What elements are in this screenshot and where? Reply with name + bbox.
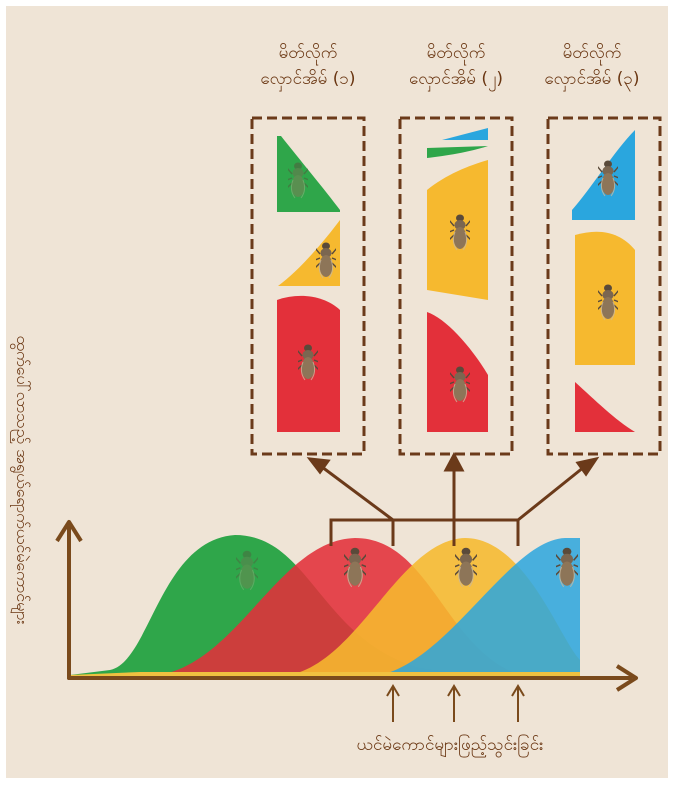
cage-1-label: မိတ်လိုက် လှောင်အိမ် (၁) [228,40,388,92]
cage-2-label-line2: လှောင်အိမ် (၂) [409,69,503,89]
cage-2-green-band [427,146,488,158]
y-axis-label: ထွက်ပေါ်လာသည့် အရွယ်ရောက်ယင်မဲကောင်များ [13,335,32,625]
cage-2-blue-band [442,128,488,140]
bracket-connectors [329,518,520,546]
population-curves [70,535,580,678]
cage-3 [546,116,662,456]
sampling-arrows [386,684,525,722]
cage-3-label: မိတ်လိုက် လှောင်အိမ် (၃) [512,40,672,92]
blue-curve [380,538,580,675]
cage-1-label-line1: မိတ်လိုက် [278,43,338,63]
cage-2-label: မိတ်လိုက် လှောင်အိမ် (၂) [376,40,536,92]
cage-3-label-line1: မိတ်လိုက် [562,43,622,63]
cage-3-red-band [575,382,635,432]
cage-2 [398,116,514,456]
cage-1-label-line2: လှောင်အိမ် (၁) [260,69,356,89]
cage-3-blue-band [572,130,635,220]
y-axis-arrowhead [55,520,83,543]
branch-arrows [306,451,600,522]
cage-1 [250,116,366,456]
axes [67,526,632,680]
x-axis-arrowhead [615,664,638,692]
cage-2-label-line1: မိတ်လိုက် [426,43,486,63]
cage-1-green-band [277,136,340,212]
cage-3-label-line2: လှောင်အိမ် (၃) [544,69,640,89]
x-axis-label: ယင်မဲကောင်များဖြည့်သွင်းခြင်း [356,735,544,755]
